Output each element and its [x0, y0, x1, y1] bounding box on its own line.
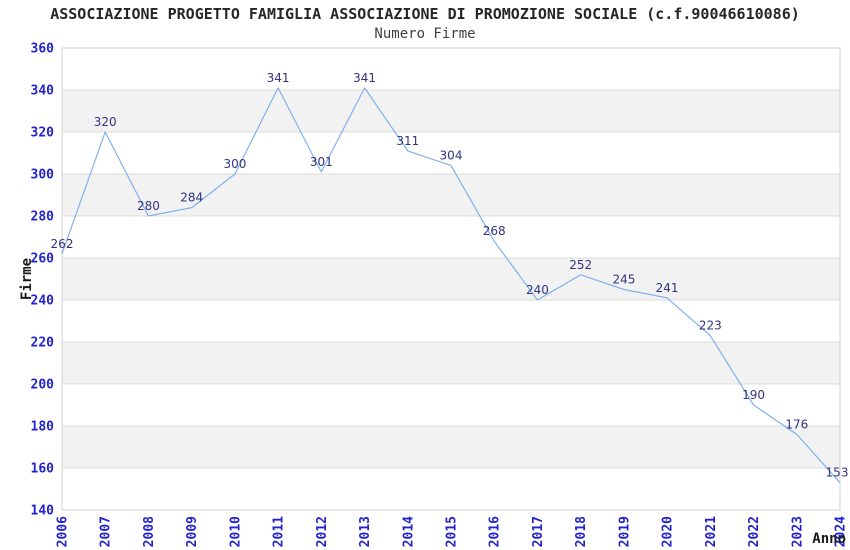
data-point-label: 240	[526, 283, 549, 297]
x-tick-label: 2016	[488, 516, 503, 547]
x-tick-label: 2014	[401, 516, 416, 547]
y-tick-label: 340	[31, 84, 55, 99]
x-tick-label: 2010	[228, 516, 243, 547]
grid-band	[62, 174, 840, 216]
data-point-label: 280	[137, 199, 160, 213]
chart-title: ASSOCIAZIONE PROGETTO FAMIGLIA ASSOCIAZI…	[50, 5, 800, 23]
grid-band	[62, 342, 840, 384]
x-tick-label: 2013	[358, 516, 373, 547]
data-point-label: 223	[699, 319, 722, 333]
data-point-label: 241	[656, 281, 679, 295]
y-tick-label: 180	[31, 420, 55, 435]
data-point-label: 284	[180, 191, 203, 205]
data-point-label: 320	[94, 115, 117, 129]
trend-line	[61, 87, 841, 484]
data-point-label: 153	[826, 466, 849, 480]
x-tick-label: 2007	[99, 516, 114, 547]
y-tick-label: 160	[31, 462, 55, 477]
grid-band	[62, 90, 840, 132]
data-point-label: 262	[51, 237, 74, 251]
x-tick-label: 2024	[834, 516, 849, 547]
y-tick-label: 260	[31, 252, 55, 267]
data-point-label: 190	[742, 388, 765, 402]
data-point-label: 245	[612, 273, 635, 287]
x-axis-title: Anno	[812, 531, 846, 547]
grid-band	[62, 426, 840, 468]
data-point-label: 252	[569, 258, 592, 272]
x-tick-label: 2021	[704, 516, 719, 547]
x-tick-label: 2011	[272, 516, 287, 547]
data-point-label: 301	[310, 155, 333, 169]
grid-band	[62, 258, 840, 300]
x-tick-label: 2018	[574, 516, 589, 547]
x-tick-label: 2023	[790, 516, 805, 547]
y-tick-label: 220	[31, 336, 55, 351]
x-tick-label: 2022	[747, 516, 762, 547]
data-point-label: 311	[396, 134, 419, 148]
y-tick-label: 320	[31, 126, 55, 141]
y-tick-label: 360	[31, 42, 55, 57]
plot-frame	[61, 47, 841, 511]
data-point-label: 300	[223, 157, 246, 171]
chart-subtitle: Numero Firme	[374, 26, 476, 42]
x-tick-label: 2009	[185, 516, 200, 547]
y-tick-label: 280	[31, 210, 55, 225]
data-point-label: 176	[785, 417, 808, 431]
data-point-label: 268	[483, 224, 506, 238]
x-tick-label: 2008	[142, 516, 157, 547]
x-tick-label: 2017	[531, 516, 546, 547]
data-point-label: 341	[353, 71, 376, 85]
y-tick-label: 140	[31, 504, 55, 519]
y-tick-label: 200	[31, 378, 55, 393]
y-tick-label: 240	[31, 294, 55, 309]
y-axis-title: Firme	[19, 257, 35, 301]
x-tick-label: 2020	[661, 516, 676, 547]
x-tick-label: 2012	[315, 516, 330, 547]
data-point-label: 341	[267, 71, 290, 85]
y-tick-label: 300	[31, 168, 55, 183]
data-point-label: 304	[440, 149, 463, 163]
x-tick-label: 2019	[617, 516, 632, 547]
x-tick-label: 2006	[56, 516, 71, 547]
x-tick-label: 2015	[445, 516, 460, 547]
